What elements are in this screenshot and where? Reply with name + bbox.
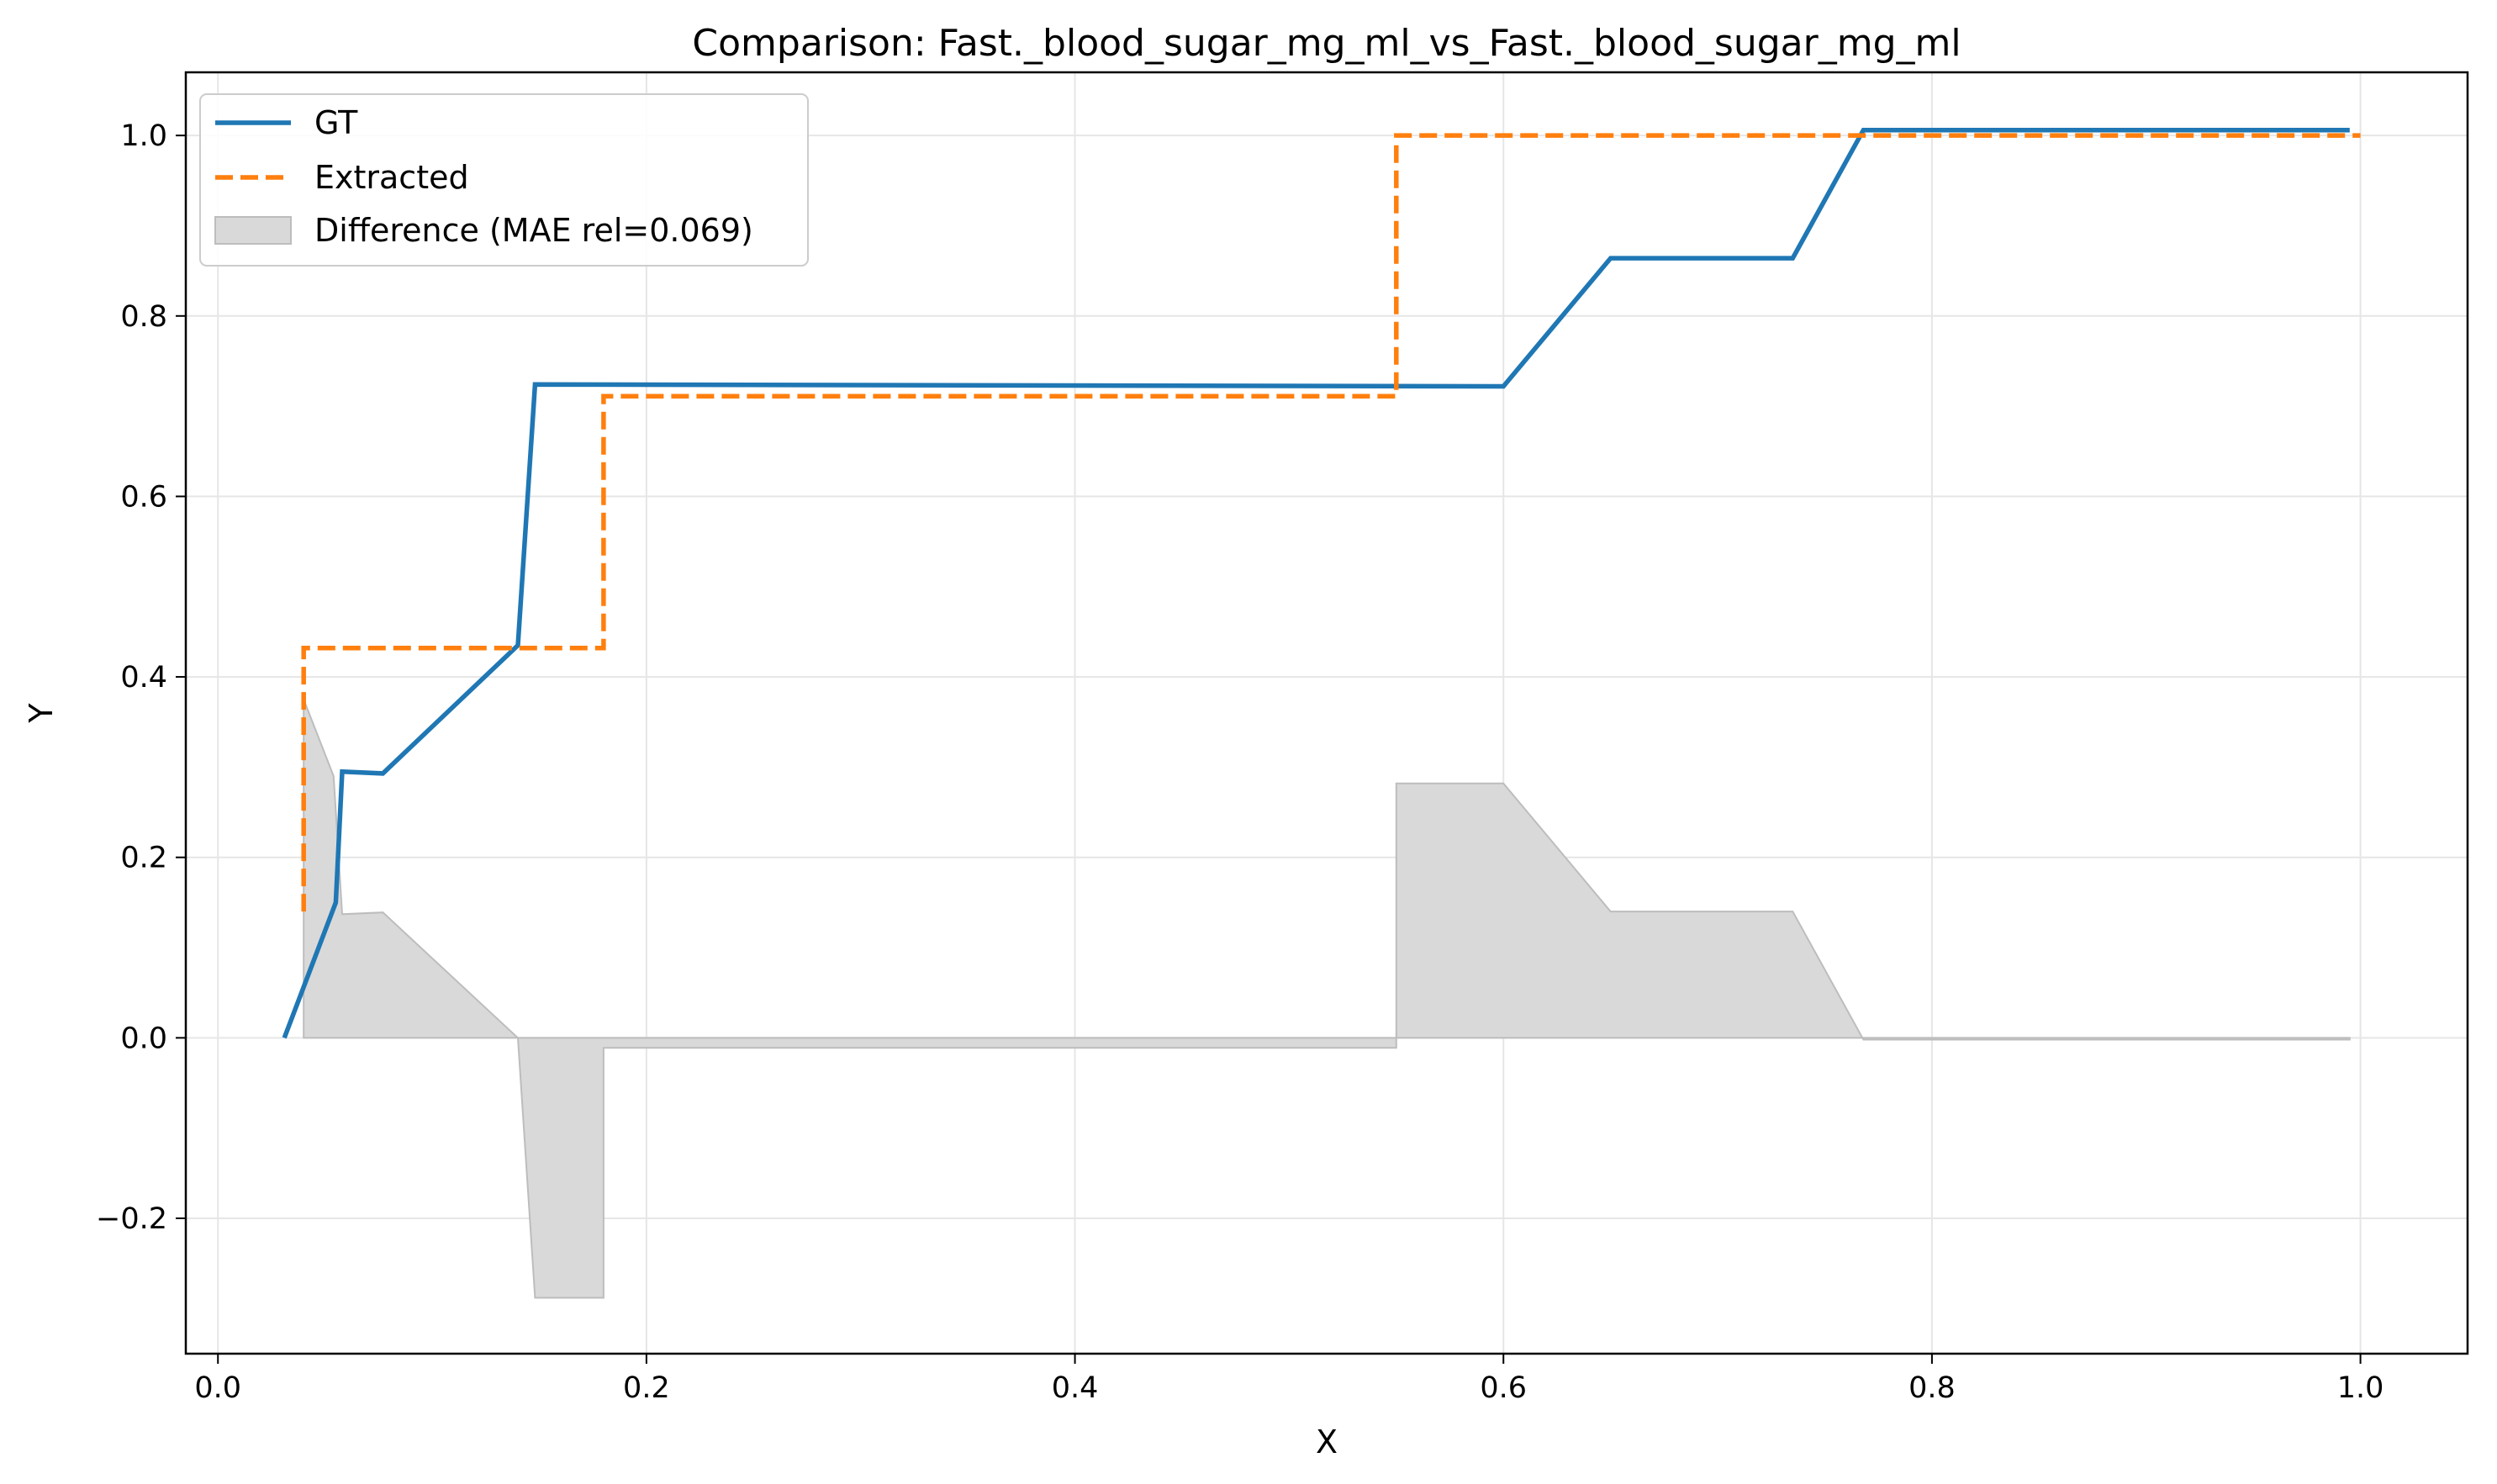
difference-area bbox=[303, 699, 2351, 1299]
y-tick-label: 0.2 bbox=[120, 842, 167, 875]
x-tick-label: 0.6 bbox=[1480, 1371, 1527, 1405]
legend-box bbox=[199, 93, 809, 267]
x-tick-label: 0.0 bbox=[194, 1371, 241, 1405]
y-tick-label: 0.6 bbox=[120, 480, 167, 514]
x-tick-label: 1.0 bbox=[2337, 1371, 2384, 1405]
plot-frame bbox=[184, 71, 2469, 1355]
y-tick-label: 0.4 bbox=[120, 661, 167, 694]
x-axis: 0.0 0.2 0.4 0.6 0.8 1.0 bbox=[194, 1354, 2384, 1405]
x-tick-label: 0.8 bbox=[1908, 1371, 1956, 1405]
legend: GT Extracted Difference (MAE rel=0.069) bbox=[199, 93, 809, 267]
x-tick-label: 0.4 bbox=[1052, 1371, 1099, 1405]
series-line-gt bbox=[282, 127, 2350, 1039]
chart-title: Comparison: Fast._blood_sugar_mg_ml_vs_F… bbox=[692, 22, 1961, 65]
x-tick-label: 0.2 bbox=[623, 1371, 670, 1405]
legend-difference-swatch bbox=[214, 216, 292, 245]
series-layer bbox=[282, 127, 2361, 1039]
y-tick-label: 0.8 bbox=[120, 300, 167, 334]
y-axis: −0.2 0.0 0.2 0.4 0.6 0.8 1.0 bbox=[96, 119, 186, 1236]
y-tick-label: −0.2 bbox=[96, 1202, 167, 1236]
difference-area-layer bbox=[303, 699, 2351, 1299]
x-axis-title: X bbox=[1316, 1423, 1338, 1460]
y-tick-label: 1.0 bbox=[120, 119, 167, 153]
legend-difference-label: Difference (MAE rel=0.069) bbox=[314, 212, 753, 249]
y-tick-label: 0.0 bbox=[120, 1022, 167, 1055]
legend-gt-label: GT bbox=[314, 104, 358, 141]
y-axis-title: Y bbox=[23, 703, 60, 724]
series-line-extracted bbox=[301, 133, 2361, 912]
legend-extracted-label: Extracted bbox=[314, 159, 469, 196]
